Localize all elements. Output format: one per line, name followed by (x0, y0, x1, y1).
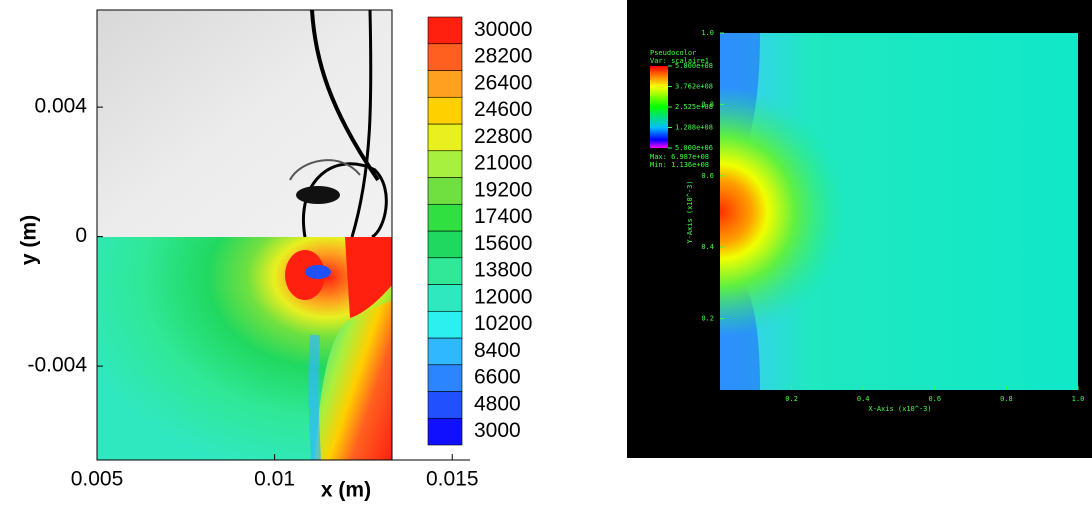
colorbar-swatch (428, 231, 462, 258)
y-tick-label: 0.6 (701, 172, 714, 180)
colorbar-label: 21000 (474, 152, 532, 175)
colorbar-swatch (428, 97, 462, 124)
colorbar-swatch (428, 285, 462, 312)
colorbar-label: 15600 (474, 232, 532, 255)
y-tick-label: 0.4 (701, 243, 714, 251)
min-label: Min: 1.136e+08 (650, 161, 709, 169)
colorbar-label: 4800 (474, 392, 521, 415)
colorbar-swatch (428, 17, 462, 44)
colorbar-label: 3.762e+08 (675, 83, 713, 91)
colorbar-label: 10200 (474, 312, 532, 335)
colorbar-label: 12000 (474, 285, 532, 308)
colorbar-swatch (428, 338, 462, 365)
colorbar-label: 13800 (474, 259, 532, 282)
colorbar-label: 24600 (474, 98, 532, 121)
colorbar-swatch (428, 365, 462, 392)
colorbar-swatch (428, 151, 462, 178)
colorbar-swatch (428, 392, 462, 419)
colorbar-label: 30000 (474, 18, 532, 41)
colorbar-swatch (428, 71, 462, 98)
colorbar-label: 2.525e+08 (675, 103, 713, 111)
colorbar-label: 8400 (474, 339, 521, 362)
x-axis-label: x (m) (321, 479, 371, 501)
colorbar-label: 22800 (474, 125, 532, 148)
colorbar-swatch (428, 204, 462, 231)
x-tick-label: 0.005 (71, 468, 124, 491)
x-tick-label: 0.2 (785, 395, 798, 403)
x-tick-label: 0.6 (928, 395, 941, 403)
x-axis-label: X-Axis (x10^-3) (868, 405, 931, 413)
y-axis-label: Y-Axis (x10^-3) (686, 180, 694, 243)
colorbar-label: 1.288e+08 (675, 123, 713, 131)
left-field (97, 10, 392, 460)
colorbar-swatch (428, 44, 462, 71)
colorbar-swatch (428, 124, 462, 151)
y-tick-label: 0 (75, 224, 87, 247)
legend-title: Pseudocolor (650, 49, 696, 57)
figure: 0.005 0.01 0.015 -0.004 0 0.004 x (m) y (m) 3000… (0, 0, 1092, 501)
colorbar-label: 28200 (474, 45, 532, 68)
y-axis-label: y (m) (18, 215, 41, 265)
colorbar-label: 6600 (474, 366, 521, 389)
colorbar (650, 66, 668, 148)
y-tick-label: 0.2 (701, 315, 714, 323)
colorbar-swatch (428, 258, 462, 285)
colorbar-swatch (428, 178, 462, 205)
colorbar-swatch (428, 418, 462, 445)
right-field (720, 33, 1078, 390)
colorbar-label: 17400 (474, 205, 532, 228)
x-tick-label: 0.8 (1000, 395, 1013, 403)
colorbar-label: 3000 (474, 419, 521, 442)
colorbar-label: 19200 (474, 178, 532, 201)
y-tick-label: -0.004 (27, 354, 87, 377)
colorbar-label: 26400 (474, 71, 532, 94)
y-tick-label: 0.004 (34, 95, 87, 118)
colorbar-label: 5.000e+08 (675, 62, 713, 70)
x-tick-label: 0.01 (254, 468, 295, 491)
colorbar-swatch (428, 311, 462, 338)
max-label: Max: 6.987e+08 (650, 153, 709, 161)
colorbar-label: 5.000e+06 (675, 144, 713, 152)
x-tick-label: 0.015 (426, 468, 479, 491)
x-tick-label: 0.4 (857, 395, 870, 403)
x-tick-label: 1.0 (1072, 395, 1085, 403)
y-tick-label: 1.0 (701, 29, 714, 37)
